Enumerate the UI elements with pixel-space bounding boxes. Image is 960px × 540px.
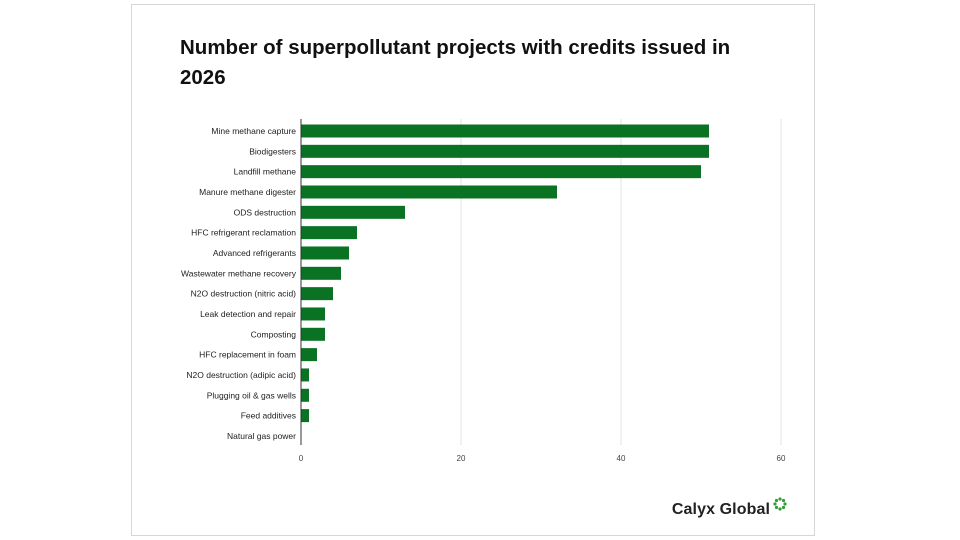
bar [301,409,309,423]
bar [301,327,325,341]
bar [301,368,309,382]
logo-dot [781,505,786,510]
x-tick-label: 60 [777,454,786,463]
x-tick-label: 0 [299,454,304,463]
logo-dot [781,498,786,503]
chart-title: Number of superpollutant projects with c… [180,36,731,89]
category-label: HFC replacement in foam [199,350,296,360]
x-tick-label: 40 [617,454,626,463]
bars [301,124,709,423]
bar [301,388,309,402]
category-label: Composting [251,329,297,339]
brand-logo: Calyx Global [671,497,787,519]
category-label: Landfill methane [234,167,297,177]
logo-dot [778,507,782,511]
x-tick-label: 20 [457,454,466,463]
category-label: Manure methane digester [199,187,296,197]
bar [301,348,317,362]
logo-dot [773,502,777,506]
logo-dot [774,498,779,503]
bar [301,165,701,179]
logo-dot [783,502,787,506]
bar-chart: Mine methane capture Biodigesters Landfill… [181,119,786,463]
x-tick-labels: 0 20 40 60 [299,454,786,463]
logo-dot [774,505,779,510]
bar [301,205,405,219]
bar [301,307,325,321]
bar [301,144,709,158]
bar [301,185,557,199]
bar [301,266,341,280]
bar [301,124,709,138]
category-label: N2O destruction (nitric acid) [191,289,297,299]
category-label: Biodigesters [249,146,296,156]
category-label: ODS destruction [234,207,297,217]
category-label: Plugging oil & gas wells [207,390,296,400]
category-label: Feed additives [241,411,296,421]
category-labels: Mine methane capture Biodigesters Landfill… [181,126,297,441]
brand-name: Calyx Global [671,501,770,518]
category-label: Mine methane capture [211,126,296,136]
category-label: Leak detection and repair [200,309,296,319]
logo-dot [778,497,782,501]
chart-card: Number of superpollutant projects with c… [131,4,815,536]
bar [301,226,357,240]
category-label: Natural gas power [227,431,296,441]
bar [301,246,349,260]
category-label: Wastewater methane recovery [181,268,297,278]
category-label: N2O destruction (adipic acid) [186,370,296,380]
bar [301,287,333,301]
category-label: Advanced refrigerants [213,248,296,258]
category-label: HFC refrigerant reclamation [191,228,296,238]
ring-dots-icon [773,497,787,511]
